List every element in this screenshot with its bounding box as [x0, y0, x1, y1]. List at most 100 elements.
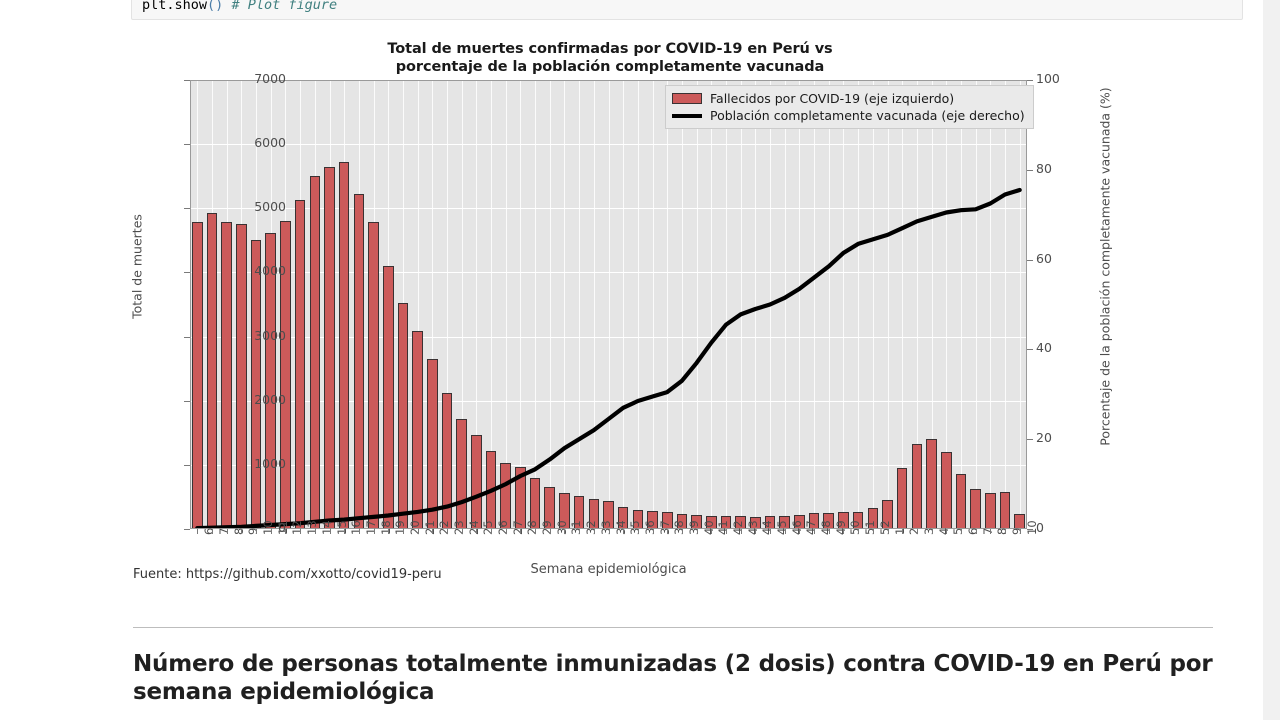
bar: [896, 468, 908, 529]
gridline-horizontal: [190, 336, 1027, 338]
bar: [353, 194, 365, 529]
y-axis-right-tick-label: 40: [1036, 340, 1052, 356]
code-cell[interactable]: plt.show() # Plot figure: [131, 0, 1243, 20]
page-scrollbar-track[interactable]: [1263, 0, 1280, 720]
x-axis-tick-mark: [711, 529, 713, 534]
x-axis-tick-mark: [285, 529, 287, 534]
gridline-vertical: [814, 80, 815, 529]
x-axis-tick-mark: [843, 529, 845, 534]
x-axis-tick-mark: [564, 529, 566, 534]
bar: [750, 516, 761, 529]
x-axis-tick-label: 13: [305, 520, 320, 535]
x-axis-tick-mark: [652, 529, 654, 534]
y-axis-left-tick-mark: [184, 336, 190, 338]
x-axis-tick-mark: [373, 529, 375, 534]
gridline-vertical: [741, 80, 742, 529]
bar: [441, 393, 453, 529]
y-axis-left-label: Total de muertes: [129, 214, 145, 319]
x-axis-tick-mark: [814, 529, 816, 534]
x-axis-tick-label: 50: [848, 520, 863, 535]
x-axis-tick-label: 18: [378, 520, 393, 535]
bar: [294, 199, 306, 529]
y-axis-left-tick-mark: [184, 400, 190, 402]
gridline-vertical: [506, 80, 507, 529]
x-axis-tick-label: 14: [319, 520, 334, 535]
bar: [940, 452, 952, 529]
y-axis-left-tick-label: 5000: [254, 199, 286, 215]
gridline-vertical: [667, 80, 668, 529]
y-axis-right-tick-mark: [1027, 349, 1033, 351]
gridline-vertical: [873, 80, 874, 529]
x-axis-tick-label: 17: [363, 520, 378, 535]
x-axis-tick-label: 52: [877, 520, 892, 535]
x-axis-tick-mark: [491, 529, 493, 534]
code-line: plt.show() # Plot figure: [142, 0, 337, 13]
gridline-vertical: [858, 80, 859, 529]
x-axis-tick-mark: [256, 529, 258, 534]
gridline-vertical: [447, 80, 448, 529]
x-axis-tick-label: 3: [921, 527, 936, 535]
bar: [206, 212, 218, 529]
x-axis-tick-label: 22: [437, 520, 452, 535]
gridline-vertical: [902, 80, 903, 529]
x-axis-tick-label: 5: [951, 527, 966, 535]
bar: [838, 511, 849, 529]
x-axis-tick-label: 49: [833, 520, 848, 535]
x-axis-tick-mark: [505, 529, 507, 534]
code-token-punctuation: (): [207, 0, 224, 13]
bar: [1014, 513, 1025, 529]
x-axis-tick-label: 30: [554, 520, 569, 535]
x-axis-tick-mark: [432, 529, 434, 534]
y-axis-left-tick-mark: [184, 208, 190, 210]
gridline-vertical: [638, 80, 639, 529]
x-axis-tick-label: 11: [275, 520, 290, 535]
x-axis-tick-mark: [608, 529, 610, 534]
bar: [221, 221, 232, 529]
x-axis-tick-mark: [740, 529, 742, 534]
gridline-horizontal: [190, 464, 1027, 466]
x-axis-tick-label: 43: [745, 520, 760, 535]
y-axis-left-tick-mark: [184, 144, 190, 146]
matplotlib-figure: Total de muertes confirmadas por COVID-1…: [110, 34, 1113, 589]
gridline-vertical: [520, 80, 521, 529]
x-axis-tick-mark: [902, 529, 904, 534]
gridline-vertical: [932, 80, 933, 529]
y-axis-right-tick-mark: [1027, 259, 1033, 261]
x-axis-tick-mark: [402, 529, 404, 534]
gridline-vertical: [990, 80, 991, 529]
x-axis-tick-mark: [872, 529, 874, 534]
y-axis-right-label: Porcentaje de la población completamente…: [1097, 87, 1113, 446]
section-divider: [133, 627, 1213, 628]
x-axis-ticks: 6 7 8 9 10 11 12 13 14 15 16 17 18 19 20 21 22 23 24 25 26 27…: [190, 520, 1039, 579]
gridline-vertical: [726, 80, 727, 529]
plot-area: [190, 80, 1027, 529]
x-axis-tick-label: 19: [393, 520, 408, 535]
x-axis-tick-label: 39: [686, 520, 701, 535]
legend-line-swatch-icon: [672, 113, 702, 118]
x-axis-tick-mark: [226, 529, 228, 534]
x-axis-tick-mark: [329, 529, 331, 534]
x-axis-tick-mark: [916, 529, 918, 534]
gridline-vertical: [785, 80, 786, 529]
y-axis-left-tick-mark: [184, 529, 190, 530]
x-axis-tick-label: 33: [598, 520, 613, 535]
gridline-vertical: [917, 80, 918, 529]
gridline-horizontal: [190, 272, 1027, 274]
vaccination-line-layer: [195, 187, 1022, 529]
bar: [368, 222, 379, 529]
source-caption: Fuente: https://github.com/xxotto/covid1…: [133, 567, 442, 582]
x-axis-tick-mark: [358, 529, 360, 534]
x-axis-tick-label: 44: [760, 520, 775, 535]
y-axis-left-tick-mark: [184, 464, 190, 466]
bar: [338, 162, 350, 529]
bar: [324, 166, 335, 529]
chart-title-line-1: Total de muertes confirmadas por COVID-1…: [387, 41, 833, 57]
bar: [926, 439, 937, 529]
gridline-vertical: [491, 80, 492, 529]
bar: [603, 500, 614, 529]
x-axis-tick-mark: [197, 529, 199, 534]
x-axis-tick-mark: [637, 529, 639, 534]
y-axis-left-tick-label: 6000: [254, 135, 286, 151]
x-axis-tick-mark: [549, 529, 551, 534]
